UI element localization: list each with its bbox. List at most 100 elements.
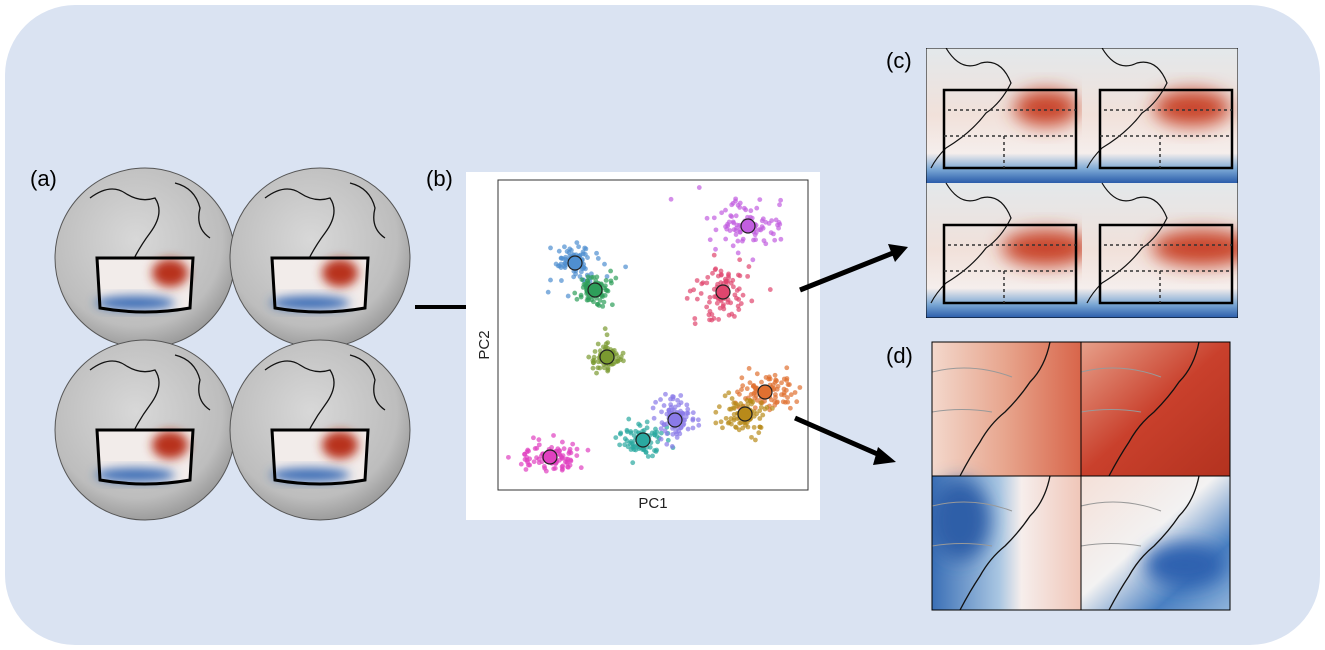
centroid: [568, 256, 582, 270]
y-axis-label: PC2: [476, 330, 493, 359]
scatter-point: [736, 307, 741, 312]
scatter-point: [684, 402, 689, 407]
scatter-point: [708, 295, 713, 300]
scatter-point: [769, 397, 774, 402]
scatter-point: [662, 403, 667, 408]
scatter-point: [602, 262, 607, 267]
scatter-point: [748, 398, 753, 403]
scatter-point: [737, 257, 742, 262]
scatter-point: [745, 274, 750, 279]
scatter-point: [548, 246, 553, 251]
scatter-point: [716, 317, 721, 322]
sector: [270, 430, 368, 484]
scatter-point: [579, 295, 584, 300]
scatter-point: [604, 278, 609, 283]
scatter-point: [648, 445, 653, 450]
scatter-point: [594, 251, 599, 256]
scatter-point: [613, 435, 618, 440]
scatter-point: [630, 460, 635, 465]
scatter-point: [762, 238, 767, 243]
scatter-point: [563, 459, 568, 464]
scatter-point: [707, 300, 712, 305]
scatter-point: [562, 244, 567, 249]
scatter-point: [585, 255, 590, 260]
scatter-point: [605, 340, 610, 345]
scatter-point: [626, 417, 631, 422]
scatter-point: [741, 293, 746, 298]
scatter-point: [574, 240, 579, 245]
panel-label: (d): [886, 343, 913, 368]
scatter-point: [662, 422, 667, 427]
scatter-point: [650, 453, 655, 458]
scatter-point: [659, 437, 664, 442]
scatter-point: [600, 304, 605, 309]
scatter-point: [782, 387, 787, 392]
scatter-point: [794, 399, 799, 404]
scatter-point: [719, 419, 724, 424]
scatter-point: [713, 247, 718, 252]
scatter-point: [708, 237, 713, 242]
panel-label: (c): [886, 48, 912, 73]
scatter-point: [596, 256, 601, 261]
scatter-point: [705, 216, 710, 221]
scatter-point: [591, 299, 596, 304]
scatter-point: [747, 264, 752, 269]
scatter-point: [754, 411, 759, 416]
panel-label: (b): [426, 166, 453, 191]
scatter-point: [778, 198, 783, 203]
scatter-point: [583, 246, 588, 251]
scatter-point: [645, 420, 650, 425]
scatter-point: [617, 442, 622, 447]
scatter-point: [785, 400, 790, 405]
scatter-point: [695, 297, 700, 302]
scatter-point: [690, 418, 695, 423]
scatter-point: [726, 390, 731, 395]
scatter-point: [737, 392, 742, 397]
scatter-point: [712, 253, 717, 258]
scatter-point: [623, 264, 628, 269]
map-cell: [932, 342, 1081, 476]
scatter-point: [787, 382, 792, 387]
scatter-point: [777, 202, 782, 207]
map-cell: [1081, 476, 1230, 610]
scatter-point: [720, 425, 725, 430]
scatter-point: [782, 393, 787, 398]
scatter-point: [621, 358, 626, 363]
scatter-point: [752, 425, 757, 430]
scatter-point: [591, 366, 596, 371]
scatter-point: [728, 228, 733, 233]
scatter-point: [571, 274, 576, 279]
scatter-point: [679, 400, 684, 405]
figure: (a) (b) PC1 PC2 (c) (d) (() => { const d…: [0, 0, 1325, 650]
scatter-point: [736, 251, 741, 256]
scatter-point: [559, 256, 564, 261]
scatter-point: [551, 466, 556, 471]
scatter-point: [765, 405, 770, 410]
scatter-point: [726, 272, 731, 277]
scatter-point: [729, 281, 734, 286]
scatter-point: [691, 410, 696, 415]
scatter-point: [691, 426, 696, 431]
scatter-point: [731, 243, 736, 248]
scatter-point: [740, 383, 745, 388]
scatter-point: [797, 385, 802, 390]
panel-label: (a): [30, 166, 57, 191]
scatter-point: [519, 462, 524, 467]
scatter-point: [645, 425, 650, 430]
scatter-point: [663, 392, 668, 397]
scatter-point: [723, 237, 728, 242]
scatter-point: [736, 297, 741, 302]
scatter-point: [708, 309, 713, 314]
scatter-point: [566, 465, 571, 470]
scatter-point: [626, 444, 631, 449]
scatter-point: [562, 446, 567, 451]
anomaly: [1145, 543, 1225, 587]
scatter-point: [721, 304, 726, 309]
anomaly: [1014, 90, 1078, 126]
sector: [95, 258, 193, 312]
scatter-point: [569, 458, 574, 463]
scatter-point: [749, 435, 754, 440]
scatter-point: [668, 397, 673, 402]
scatter-point: [745, 386, 750, 391]
scatter-point: [630, 445, 635, 450]
